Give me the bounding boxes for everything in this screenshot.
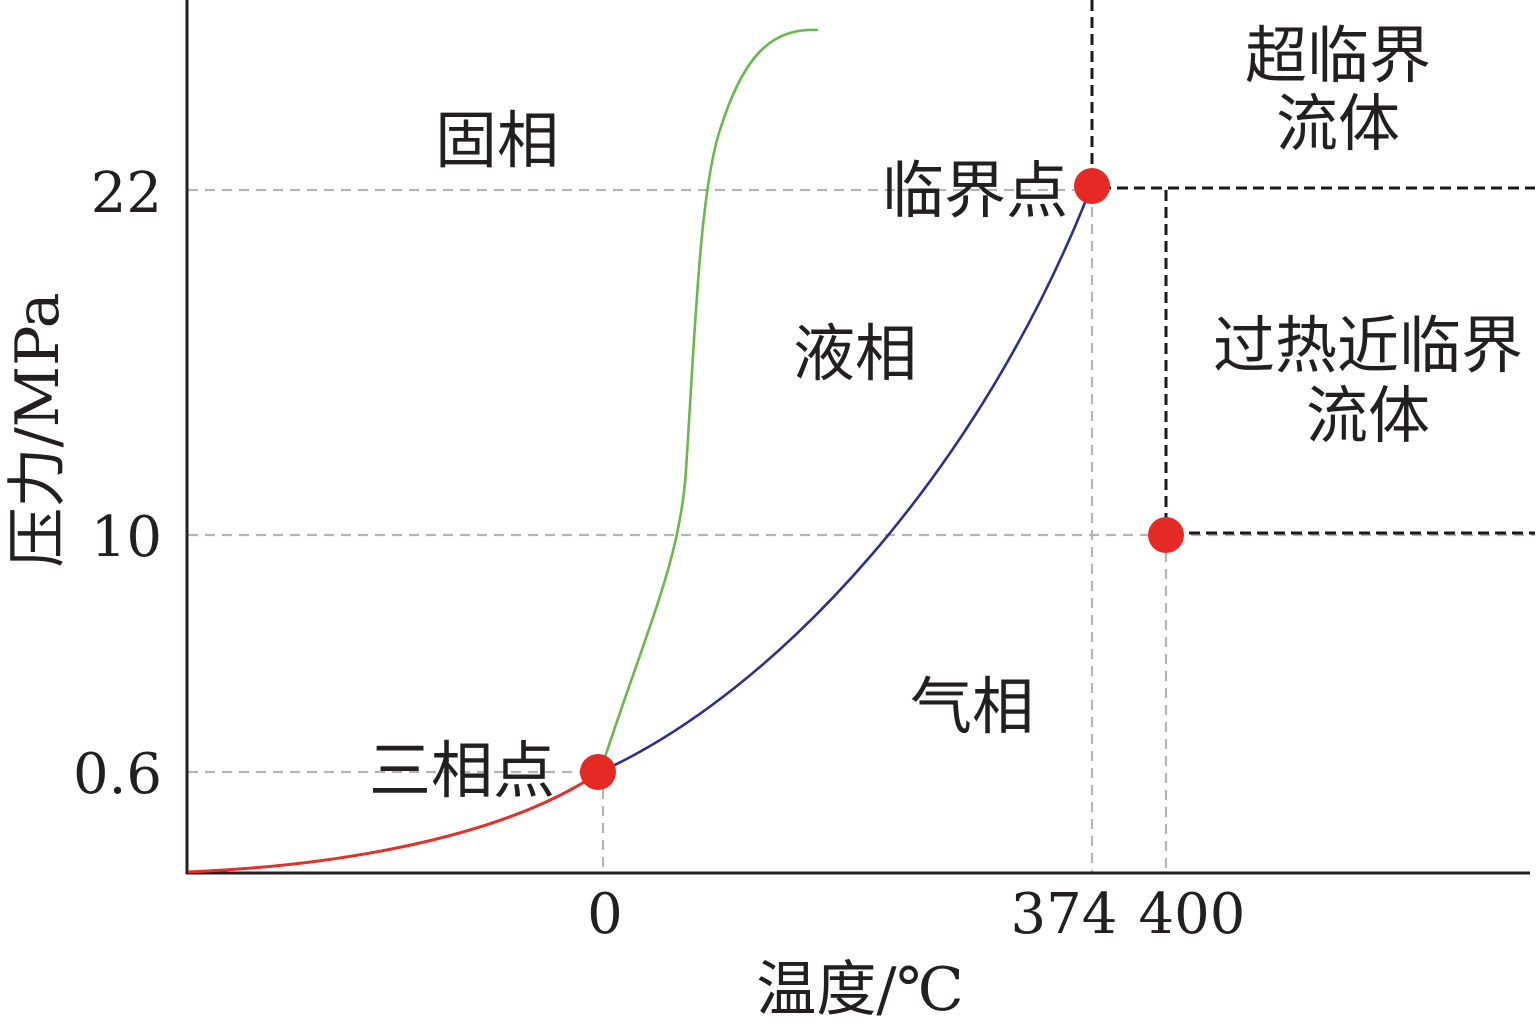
triple-point-marker [580, 754, 616, 790]
melting-curve [598, 28, 819, 773]
sublimation-curve [187, 770, 601, 874]
near-critical-point-marker [1148, 517, 1184, 553]
near-critical-label-line1: 过热近临界 [1213, 309, 1523, 382]
x-tick-374: 374 [1011, 882, 1118, 947]
gas-phase-label: 气相 [910, 670, 1034, 743]
y-axis-label: 压力/MPa [3, 292, 73, 567]
y-tick-22: 22 [91, 161, 162, 226]
axes [185, 0, 1530, 875]
x-tick-0: 0 [587, 882, 623, 947]
x-axis-label: 温度/℃ [756, 955, 963, 1025]
vaporization-curve [599, 189, 1092, 774]
y-tick-0-6: 0.6 [73, 742, 162, 807]
critical-point-marker [1074, 168, 1110, 204]
x-tick-400: 400 [1139, 882, 1246, 947]
guide-lines [188, 188, 1535, 872]
supercritical-label-line1: 超临界 [1245, 19, 1431, 92]
triple-point-label: 三相点 [369, 734, 555, 807]
near-critical-label-line2: 流体 [1306, 379, 1430, 452]
solid-phase-label: 固相 [435, 104, 559, 177]
critical-point-label: 临界点 [882, 154, 1068, 227]
y-tick-10: 10 [91, 505, 162, 570]
supercritical-label-line2: 流体 [1276, 87, 1400, 160]
region-boundaries [1090, 0, 1535, 535]
liquid-phase-label: 液相 [793, 317, 917, 390]
